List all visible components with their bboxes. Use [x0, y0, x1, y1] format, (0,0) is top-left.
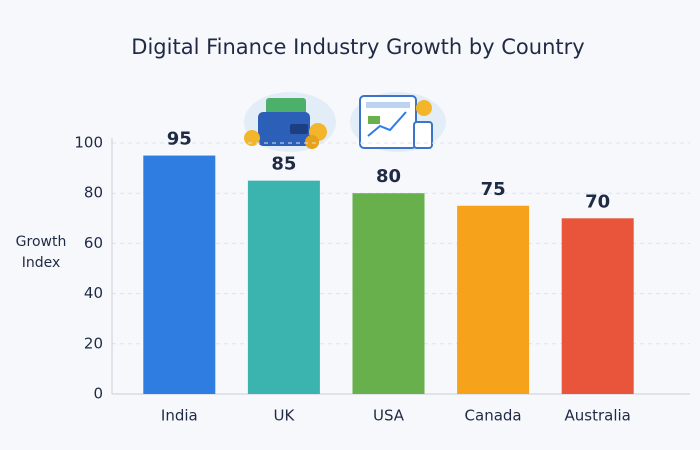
value-label: 95	[167, 129, 192, 150]
x-tick-label: UK	[273, 407, 295, 425]
value-label: 70	[585, 191, 610, 212]
bar	[143, 155, 216, 394]
x-tick-label: USA	[373, 407, 405, 425]
y-tick-label: 100	[74, 134, 103, 152]
bar	[247, 180, 320, 394]
y-tick-label: 20	[84, 334, 103, 352]
analytics-icon	[350, 92, 446, 152]
y-tick-label: 0	[93, 385, 103, 403]
y-tick-label: 60	[84, 234, 103, 252]
wallet-icon	[244, 92, 336, 152]
bar	[561, 218, 634, 394]
bar	[352, 193, 425, 394]
bar	[457, 205, 530, 394]
y-tick-label: 80	[84, 184, 103, 202]
y-tick-label: 40	[84, 284, 103, 302]
value-label: 75	[481, 179, 506, 200]
x-tick-label: Australia	[565, 407, 631, 425]
y-axis-label: Growth Index	[15, 234, 67, 271]
x-tick-label: India	[161, 407, 198, 425]
value-label: 80	[376, 166, 401, 187]
value-label: 85	[271, 154, 296, 175]
chart-title: Digital Finance Industry Growth by Count…	[131, 35, 584, 59]
x-tick-label: Canada	[465, 407, 522, 425]
